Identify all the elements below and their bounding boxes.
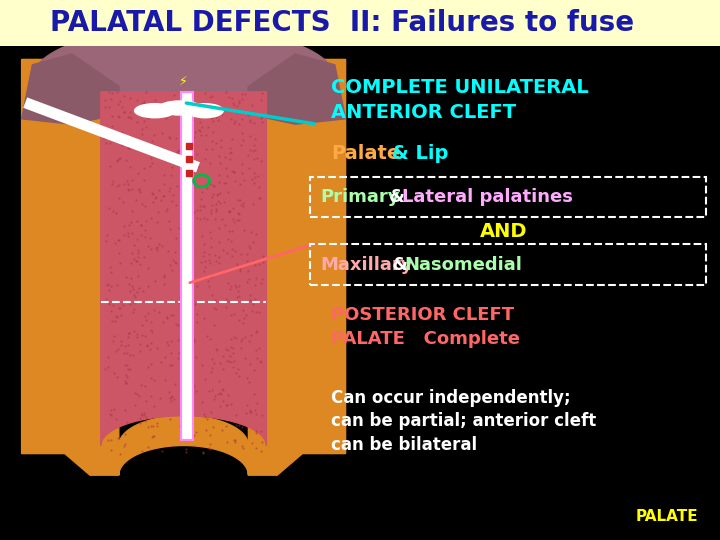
Polygon shape bbox=[22, 59, 119, 475]
Polygon shape bbox=[101, 92, 266, 445]
Text: COMPLETE UNILATERAL
ANTERIOR CLEFT: COMPLETE UNILATERAL ANTERIOR CLEFT bbox=[331, 78, 589, 122]
Text: ⚡: ⚡ bbox=[179, 75, 188, 87]
Text: &: & bbox=[386, 255, 414, 274]
Text: Nasomedial: Nasomedial bbox=[405, 255, 523, 274]
Polygon shape bbox=[119, 416, 248, 475]
Polygon shape bbox=[32, 27, 335, 122]
Text: Primary: Primary bbox=[320, 188, 400, 206]
Ellipse shape bbox=[187, 104, 223, 118]
Ellipse shape bbox=[158, 101, 202, 115]
Polygon shape bbox=[22, 54, 122, 124]
Text: &: & bbox=[383, 188, 411, 206]
Polygon shape bbox=[245, 54, 346, 124]
Text: Maxillary: Maxillary bbox=[320, 255, 413, 274]
Text: AND: AND bbox=[480, 221, 528, 241]
FancyBboxPatch shape bbox=[0, 0, 720, 46]
Text: & Lip: & Lip bbox=[385, 144, 449, 164]
Text: Palate: Palate bbox=[331, 144, 400, 164]
Text: PALATAL DEFECTS  II: Failures to fuse: PALATAL DEFECTS II: Failures to fuse bbox=[50, 9, 634, 37]
Text: POSTERIOR CLEFT
PALATE   Complete: POSTERIOR CLEFT PALATE Complete bbox=[331, 306, 521, 348]
Ellipse shape bbox=[135, 104, 175, 118]
FancyBboxPatch shape bbox=[181, 92, 193, 440]
Polygon shape bbox=[248, 59, 346, 475]
Text: Can occur independently;
can be partial; anterior cleft
can be bilateral: Can occur independently; can be partial;… bbox=[331, 389, 596, 454]
Text: PALATE: PALATE bbox=[636, 509, 698, 524]
Text: Lateral palatines: Lateral palatines bbox=[402, 188, 572, 206]
